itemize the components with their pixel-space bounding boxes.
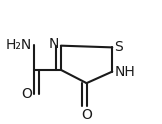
Text: H₂N: H₂N bbox=[6, 37, 32, 51]
Text: O: O bbox=[21, 87, 32, 101]
Text: O: O bbox=[81, 108, 92, 122]
Text: N: N bbox=[48, 37, 58, 51]
Text: S: S bbox=[115, 40, 123, 54]
Text: NH: NH bbox=[115, 65, 135, 79]
